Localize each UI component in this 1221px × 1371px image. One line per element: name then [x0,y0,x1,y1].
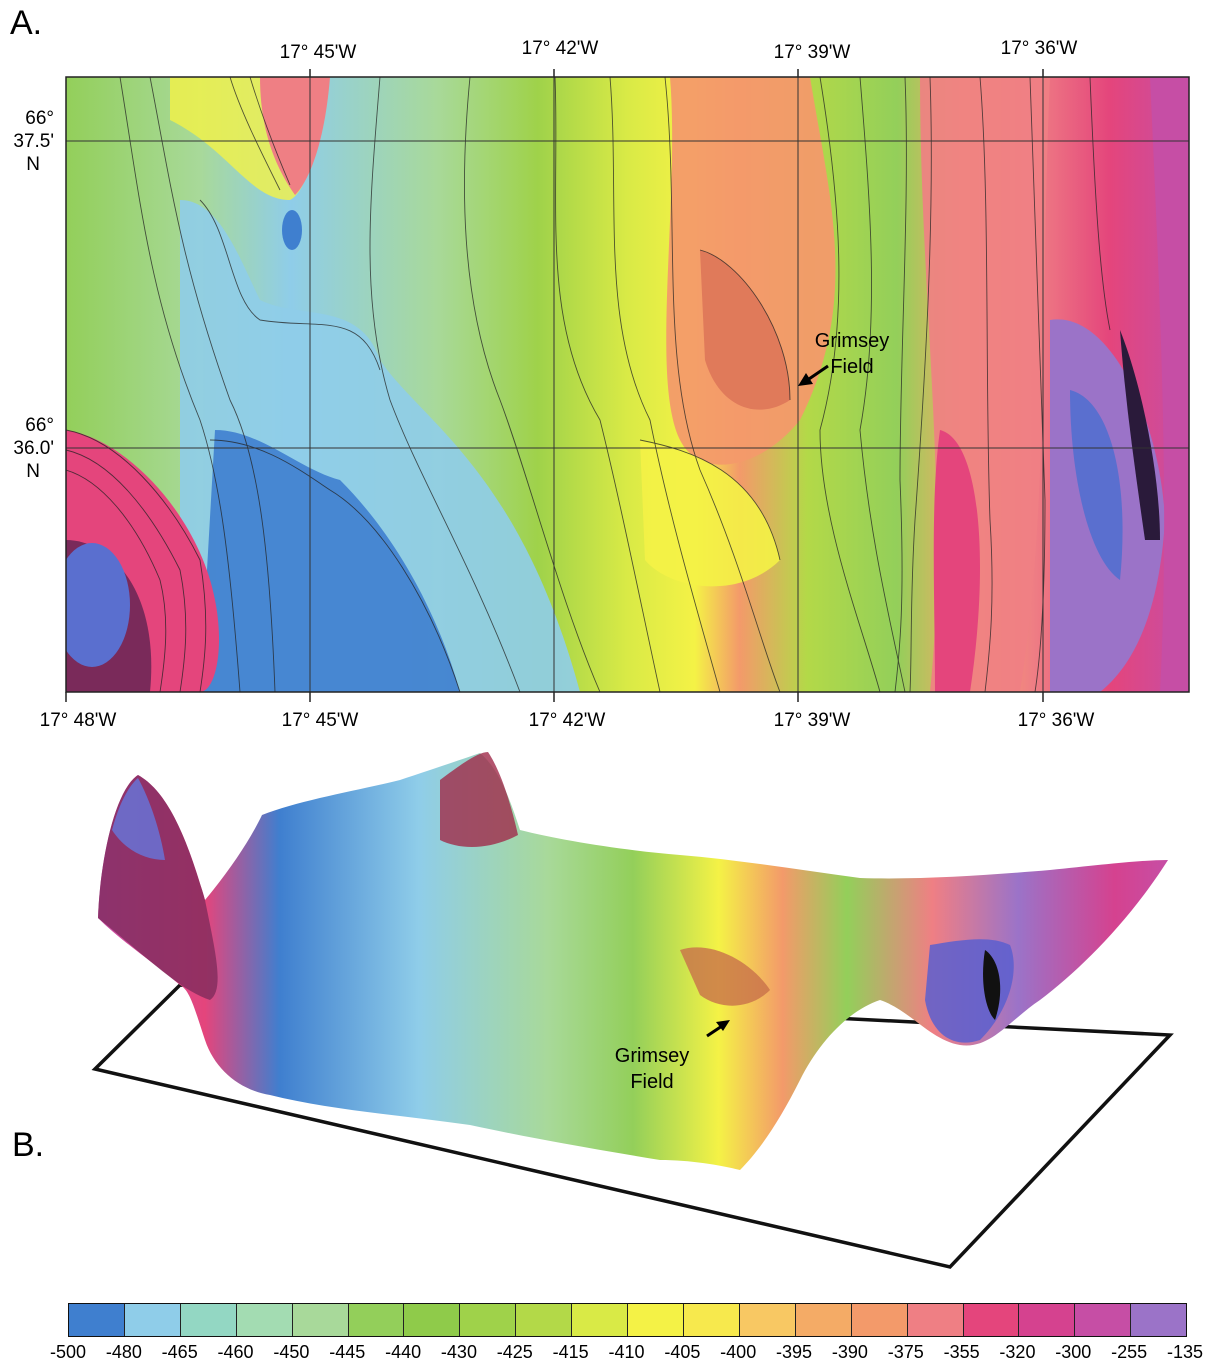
lon-label-top: 17° 36'W [1000,38,1078,59]
colorbar-segment [683,1304,740,1336]
colorbar-tick-label: -430 [440,1342,477,1362]
colorbar-segment [572,1304,629,1336]
grimsey-field-label: Grimsey Field [814,330,890,378]
colorbar-segment [1075,1304,1132,1336]
colorbar-tick-label: -480 [105,1342,142,1362]
grimsey-arrow-icon [798,364,829,386]
colorbar-segment [292,1304,349,1336]
colorbar-segment [236,1304,293,1336]
colorbar-tick-labels: -500 -480 -465 -460 -450 -445 -440 -430 -425 -415… [50,1340,1203,1368]
colorbar-segment [348,1304,405,1336]
colorbar-tick-label: -390 [831,1342,868,1362]
lon-label-top: 17° 42'W [521,38,599,59]
colorbar-tick-label: -410 [608,1342,645,1362]
colorbar-tick-label: -500 [49,1342,87,1362]
colorbar-segment [851,1304,908,1336]
colorbar-segment [1019,1304,1076,1336]
colorbar-tick-label: -135 [1166,1342,1204,1362]
colorbar-tick-label: -450 [273,1342,310,1362]
colorbar-segment [963,1304,1020,1336]
colorbar-segment [1131,1304,1187,1336]
colorbar-segment [907,1304,964,1336]
colorbar-tick-label: -320 [999,1342,1036,1362]
colorbar-tick-label: -400 [720,1342,757,1362]
lon-label-top: 17° 39'W [773,42,851,63]
panel-b-label: B. [12,1126,45,1164]
colorbar-tick-label: -415 [552,1342,589,1362]
colorbar-tick-label: -405 [664,1342,701,1362]
colorbar-tick-label: -375 [887,1342,924,1362]
colorbar-tick-label: -445 [329,1342,366,1362]
lon-label-top: 17° 45'W [279,42,357,63]
depth-colorbar [68,1303,1187,1337]
lat-label: 66° 36.0' N [13,415,54,482]
colorbar-segment [739,1304,796,1336]
lon-label-bottom: 17° 48'W [39,710,117,731]
lon-label-bottom: 17° 36'W [1017,710,1095,731]
perspective-view [91,752,1174,1269]
colorbar-tick-label: -355 [943,1342,980,1362]
colorbar-segment [124,1304,181,1336]
lon-label-bottom: 17° 42'W [528,710,606,731]
colorbar-segment [460,1304,517,1336]
lon-label-bottom: 17° 39'W [773,710,851,731]
panel-a-label: A. [10,4,43,42]
colorbar-tick-label: -395 [776,1342,813,1362]
colorbar-segment [516,1304,573,1336]
lon-label-bottom: 17° 45'W [281,710,359,731]
lat-label: 66° 37.5' N [13,108,54,175]
colorbar-tick-label: -440 [385,1342,422,1362]
colorbar-segment [69,1304,125,1336]
colorbar-tick-label: -300 [1055,1342,1092,1362]
grimsey-field-3d-label: Grimsey Field [614,1045,690,1093]
colorbar-tick-label: -255 [1111,1342,1148,1362]
grimsey-arrow-3d-icon [706,1020,730,1038]
colorbar-tick-label: -460 [217,1342,254,1362]
colorbar-segment [180,1304,237,1336]
colorbar-segment [628,1304,684,1336]
colorbar-segment [795,1304,852,1336]
colorbar-tick-label: -425 [496,1342,533,1362]
colorbar-segment [404,1304,461,1336]
bathymetry-map [65,69,1190,702]
colorbar-tick-label: -465 [161,1342,198,1362]
